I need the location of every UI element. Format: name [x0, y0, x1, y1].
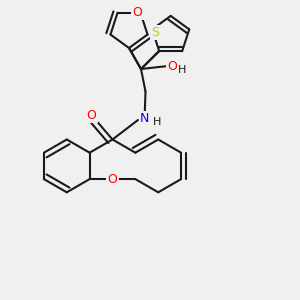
Text: N: N [140, 112, 149, 125]
Text: S: S [151, 26, 159, 39]
Text: O: O [108, 172, 117, 186]
Text: O: O [87, 109, 96, 122]
Text: O: O [168, 59, 177, 73]
Text: H: H [178, 64, 187, 75]
Text: H: H [153, 117, 162, 128]
Text: O: O [133, 6, 142, 19]
